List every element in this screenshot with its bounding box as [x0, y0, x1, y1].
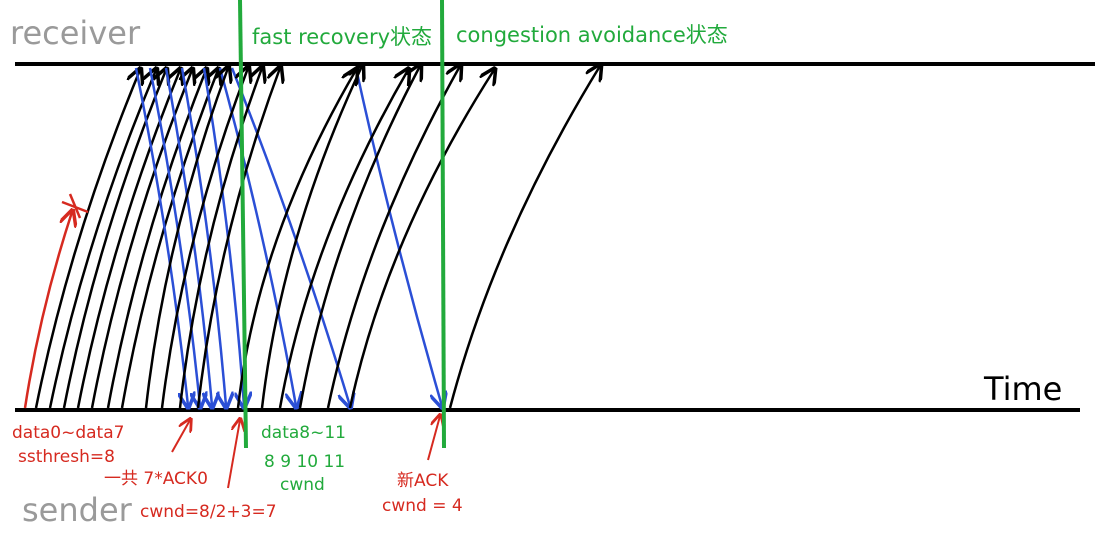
ack-arrow	[180, 67, 226, 406]
new-ack-arrow	[354, 67, 442, 406]
data-initial-label: data0~data7	[12, 423, 124, 443]
cwnd-new-label: cwnd = 4	[382, 496, 463, 516]
ssthresh-label: ssthresh=8	[18, 447, 115, 467]
window-word-label: cwnd	[280, 475, 325, 495]
sender-label: sender	[22, 491, 133, 529]
data-arrow	[48, 70, 156, 409]
receiver-label: receiver	[10, 14, 141, 52]
ack-arrow	[134, 67, 188, 406]
ack-arrow	[230, 67, 350, 406]
initial-data-arrows	[34, 70, 218, 409]
duplicate-ack-arrows	[134, 67, 442, 406]
new-data-arrow	[160, 68, 248, 409]
ack-count-pointer	[171, 420, 190, 453]
new-data-arrow	[196, 68, 280, 409]
new-data-arrow	[144, 68, 228, 409]
fast-recovery-boundary	[238, 0, 248, 449]
ack-arrow	[218, 67, 296, 406]
new-ack-label: 新ACK	[397, 471, 449, 491]
later-data-arrow	[448, 66, 600, 409]
ack-total-label: 一共 7*ACK0	[104, 469, 208, 489]
lost-packet-arrow	[23, 212, 72, 409]
later-data-arrow	[326, 66, 460, 409]
lost-x-mark	[61, 193, 89, 219]
time-label: Time	[983, 370, 1062, 408]
later-data-arrow	[348, 70, 494, 409]
congestion-avoidance-boundary	[440, 0, 446, 449]
later-data-arrow	[298, 66, 420, 409]
later-data-arrow	[278, 70, 408, 409]
data-arrow	[34, 70, 140, 409]
new-data-arrows	[144, 68, 280, 409]
data-arrow	[76, 70, 180, 409]
data-new-label: data8~11	[261, 423, 346, 443]
data-arrow	[62, 70, 166, 409]
later-data-arrows	[236, 66, 600, 409]
data-arrow	[120, 70, 218, 409]
congestion-avoidance-label: congestion avoidance状态	[456, 23, 728, 47]
new-data-arrow	[178, 68, 262, 409]
ack-arrow	[148, 67, 200, 406]
cwnd-fast-label: cwnd=8/2+3=7	[140, 502, 277, 522]
cwnd-fast-pointer	[227, 420, 240, 489]
later-data-arrow	[260, 66, 362, 409]
new-ack-pointer	[427, 416, 440, 461]
window-numbers-label: 8 9 10 11	[264, 452, 345, 472]
fast-recovery-label: fast recovery状态	[252, 25, 432, 49]
